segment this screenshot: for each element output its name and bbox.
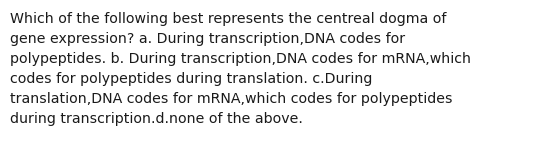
Text: Which of the following best represents the centreal dogma of
gene expression? a.: Which of the following best represents t… <box>10 12 471 126</box>
